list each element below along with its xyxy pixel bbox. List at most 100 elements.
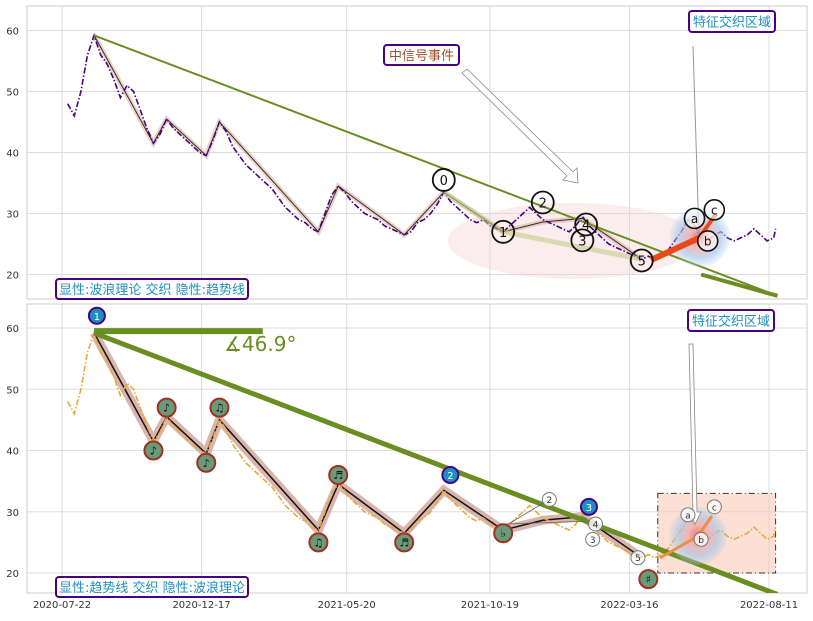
y-tick-label: 40 <box>6 447 19 458</box>
point-label: a <box>691 212 698 226</box>
x-tick-label: 2021-10-19 <box>461 600 519 611</box>
trend-line-thick <box>700 272 779 298</box>
trend-line <box>93 330 779 593</box>
wave-marker-label: ♯ <box>646 573 651 586</box>
zone-segment <box>649 235 701 263</box>
top-legend-text: 显性:波浪理论 交织 隐性:趋势线 <box>59 282 245 298</box>
x-ticks: 2020-07-22 2020-12-17 2021-05-20 2021-10-19… <box>33 600 798 611</box>
x-tick-label: 2021-05-20 <box>318 600 376 611</box>
small-label: 5 <box>635 554 641 564</box>
small-label-ring <box>680 507 696 523</box>
wave-marker-label: ♭ <box>501 527 506 540</box>
y-tick-label: 30 <box>6 508 19 519</box>
top-zone-callout: 特征交织区域 <box>688 10 776 33</box>
wave-highlight <box>442 190 643 262</box>
bottom-zone-label: 特征交织区域 <box>692 314 770 330</box>
zone-segment <box>659 534 699 560</box>
wave-marker <box>579 497 598 516</box>
x-tick-label: 2022-03-16 <box>600 600 658 611</box>
wave-marker-label: ♪ <box>150 445 157 458</box>
top-y-ticks: 20 30 40 50 60 <box>6 27 19 282</box>
bottom-legend-box: 显性:趋势线 交织 隐性:波浪理论 <box>55 576 249 598</box>
angle-label: ∡46.9° <box>224 332 296 356</box>
wave-marker <box>638 569 659 590</box>
wave-label-ring <box>431 168 456 192</box>
signal-event-callout: 中信号事件 <box>383 44 460 66</box>
callout-arrow <box>461 68 579 184</box>
wave-marker-label: 1 <box>94 312 100 323</box>
small-label: 4 <box>593 521 599 531</box>
point-label-ring <box>703 199 726 221</box>
y-tick-label: 20 <box>6 569 19 580</box>
wave-marker-label: ♫ <box>313 536 323 549</box>
y-tick-label: 60 <box>6 27 19 38</box>
bottom-legend-text: 显性:趋势线 交织 隐性:波浪理论 <box>59 580 245 596</box>
signal-zone-ellipse <box>447 202 698 279</box>
wave-label-ring <box>491 219 516 244</box>
wave-marker <box>196 452 217 473</box>
wave-label: 2 <box>539 197 547 212</box>
small-label-ring <box>541 492 557 507</box>
point-label-ring <box>683 207 706 230</box>
small-label-ring <box>585 531 601 547</box>
top-grid <box>27 6 807 299</box>
wave-label: 1 <box>499 226 507 241</box>
point-label: c <box>711 203 718 217</box>
point-label: b <box>704 234 712 248</box>
wave-label: 3 <box>578 234 586 249</box>
wave-label: 0 <box>440 174 448 189</box>
zone-pointer <box>692 45 700 237</box>
y-tick-label: 20 <box>6 271 19 282</box>
small-label: b <box>698 536 704 546</box>
wave-marker <box>394 532 415 553</box>
top-zone-label: 特征交织区域 <box>693 15 771 31</box>
wave-label: 4 <box>582 218 590 233</box>
small-label: 3 <box>590 536 596 546</box>
wave-marker <box>441 466 460 484</box>
wave-marker <box>143 440 164 461</box>
wave-marker <box>328 465 349 485</box>
wave-marker <box>308 532 329 553</box>
price-line <box>66 330 777 559</box>
wave-marker-label: 2 <box>447 471 453 482</box>
small-label-ring <box>588 516 604 532</box>
wave-label-ring <box>629 248 654 273</box>
wave-label: 5 <box>638 254 646 269</box>
wave-label-ring <box>530 190 555 215</box>
top-legend-box: 显性:波浪理论 交织 隐性:趋势线 <box>55 278 249 300</box>
connector-line <box>502 499 550 528</box>
wave-marker <box>493 523 514 544</box>
wave-line <box>93 35 642 260</box>
y-tick-label: 60 <box>6 324 19 335</box>
y-tick-label: 30 <box>6 210 19 221</box>
wave-marker <box>156 397 177 418</box>
small-label-ring <box>630 550 646 566</box>
wave-marker-label: 3 <box>586 503 592 514</box>
wave-marker-label: ♫ <box>214 402 224 415</box>
wave-label-ring <box>574 212 599 237</box>
x-tick-label: 2022-08-11 <box>740 600 798 611</box>
x-tick-label: 2020-12-17 <box>172 600 230 611</box>
small-label: 2 <box>546 496 552 506</box>
top-plot-area: 0 1 2 34 5 ab c <box>66 32 779 298</box>
x-tick-label: 2020-07-22 <box>33 600 91 611</box>
small-label-ring <box>693 531 709 547</box>
wave-label-ring <box>570 228 595 253</box>
bottom-y-ticks: 20 30 40 50 60 <box>6 324 19 580</box>
wave-marker-label: ♬ <box>333 469 343 482</box>
y-tick-label: 40 <box>6 149 19 160</box>
wave-marker-label: ♪ <box>163 402 170 415</box>
wave-marker-label: ♪ <box>203 457 210 470</box>
small-label: a <box>685 511 691 521</box>
small-label-ring <box>706 499 722 515</box>
point-label-ring <box>696 230 719 252</box>
bottom-zone-callout: 特征交织区域 <box>687 309 775 332</box>
small-label: c <box>712 503 717 513</box>
y-tick-label: 50 <box>6 385 19 396</box>
connector-line <box>503 520 596 525</box>
y-tick-label: 50 <box>6 88 19 99</box>
wave-marker-label: ♬ <box>399 536 409 549</box>
